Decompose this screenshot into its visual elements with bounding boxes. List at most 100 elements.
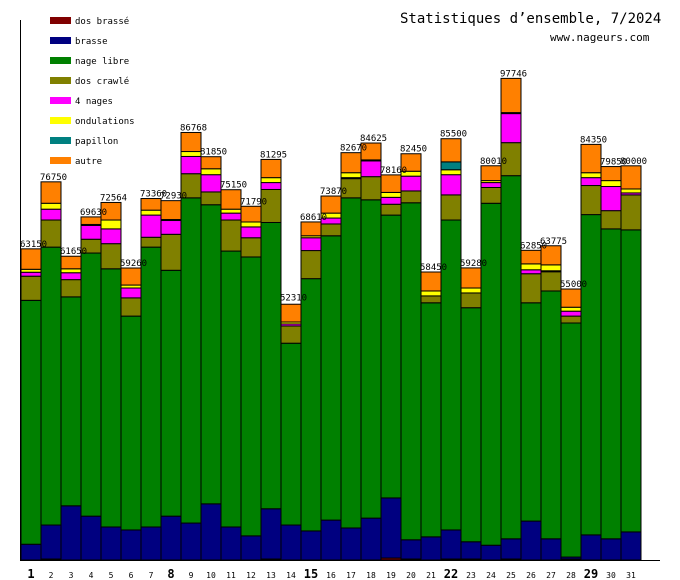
x-tick-label: 1 (27, 567, 34, 580)
bar-segment-autre (480, 165, 502, 182)
x-tick-label: 4 (89, 571, 94, 580)
bar-segment-ondulations (260, 177, 282, 184)
bar-segment-ondulations (40, 202, 62, 210)
total-label: 71790 (240, 197, 267, 207)
x-tick-label: 12 (246, 571, 256, 580)
bar-segment-brasse (400, 539, 422, 560)
bar-day-29 (580, 143, 602, 561)
bar-segment-4-nages (480, 182, 502, 188)
bar-day-10 (200, 156, 222, 561)
bar-segment-4-nages (20, 271, 42, 277)
bar-segment-brasse (80, 515, 102, 561)
x-tick-label: 23 (466, 571, 476, 580)
bar-segment-autre (460, 267, 482, 289)
bar-segment-brasse (480, 544, 502, 561)
bar-day-2 (40, 181, 62, 561)
bar-day-25 (500, 77, 522, 561)
bar-segment-dos-crawlé (140, 236, 162, 248)
bar-segment-nage-libre (560, 322, 582, 558)
bar-segment-nage-libre (420, 302, 442, 538)
x-tick-label: 8 (167, 567, 174, 580)
bar-segment-4-nages (160, 220, 182, 235)
bar-segment-brasse (520, 520, 542, 561)
bar-segment-nage-libre (360, 199, 382, 519)
bar-segment-dos-crawlé (200, 191, 222, 206)
bar-day-21 (420, 271, 442, 561)
legend-swatch (50, 97, 71, 104)
bar-segment-autre (20, 248, 42, 270)
bar-segment-brasse (380, 497, 402, 559)
bar-segment-autre (340, 152, 362, 174)
bar-segment-brasse (540, 538, 562, 561)
bar-segment-dos-crawlé (560, 315, 582, 324)
bar-segment-ondulations (540, 264, 562, 272)
x-tick-label: 25 (506, 571, 516, 580)
bar-day-17 (340, 152, 362, 561)
bar-segment-brasse (360, 517, 382, 561)
x-tick-label: 3 (69, 571, 74, 580)
bar-segment-autre (300, 221, 322, 237)
bar-segment-nage-libre (260, 221, 282, 510)
bar-segment-autre (100, 201, 122, 221)
total-label: 81850 (200, 148, 227, 158)
x-tick-label: 20 (406, 571, 416, 580)
bar-segment-4-nages (300, 237, 322, 252)
bar-segment-ondulations (460, 287, 482, 294)
bar-segment-4-nages (520, 269, 542, 275)
legend-swatch (50, 37, 71, 44)
bar-segment-dos-crawlé (360, 176, 382, 201)
total-label: 73870 (320, 187, 347, 197)
bar-segment-4-nages (580, 177, 602, 187)
bar-segment-ondulations (100, 219, 122, 230)
bar-segment-dos-crawlé (600, 210, 622, 230)
x-tick-label: 30 (606, 571, 616, 580)
bar-segment-brasse (140, 526, 162, 561)
legend-label: dos crawlé (75, 76, 129, 87)
bar-day-31 (620, 165, 642, 561)
legend-label: papillon (75, 137, 118, 147)
bar-segment-4-nages (180, 155, 202, 175)
x-tick-label: 14 (286, 571, 296, 580)
bar-segment-nage-libre (140, 246, 162, 528)
legend-label: dos brassé (75, 16, 129, 27)
bar-segment-autre (40, 181, 62, 204)
legend-label: brasse (75, 37, 108, 47)
bar-segment-4-nages (100, 228, 122, 245)
total-label: 72564 (100, 193, 127, 203)
bar-segment-autre (200, 156, 222, 170)
bar-segment-ondulations (200, 168, 222, 176)
legend-swatch (50, 17, 71, 24)
bar-segment-nage-libre (600, 228, 622, 540)
bar-day-11 (220, 189, 242, 561)
bar-segment-brasse (180, 522, 202, 561)
bar-segment-brasse (280, 524, 302, 561)
bar-day-15 (300, 221, 322, 561)
bar-segment-dos-crawlé (120, 297, 142, 317)
bar-segment-autre (140, 198, 162, 211)
bar-segment-dos-crawlé (100, 243, 122, 270)
bar-segment-ondulations (420, 290, 442, 297)
bar-segment-dos-crawlé (480, 186, 502, 204)
total-label: 86768 (180, 123, 207, 133)
bar-day-19 (380, 174, 402, 561)
bar-day-7 (140, 198, 162, 561)
bar-segment-4-nages (440, 174, 462, 196)
x-tick-label: 7 (149, 571, 154, 580)
bar-segment-nage-libre (80, 252, 102, 517)
bar-segment-autre (60, 255, 82, 270)
bar-segment-4-nages (80, 224, 102, 240)
bar-segment-nage-libre (60, 296, 82, 507)
legend-label: ondulations (75, 117, 135, 127)
total-label: 75150 (220, 181, 247, 191)
bar-segment-nage-libre (400, 202, 422, 541)
total-label: 62850 (520, 241, 547, 251)
bar-segment-nage-libre (180, 197, 202, 524)
bar-segment-autre (260, 158, 282, 179)
total-label: 63150 (20, 240, 47, 250)
bar-segment-brasse (420, 536, 442, 561)
bar-segment-brasse (460, 541, 482, 560)
bar-segment-ondulations (180, 151, 202, 157)
total-label: 81295 (260, 150, 287, 160)
bar-segment-ondulations (440, 169, 462, 176)
bar-segment-dos-crawlé (380, 203, 402, 216)
